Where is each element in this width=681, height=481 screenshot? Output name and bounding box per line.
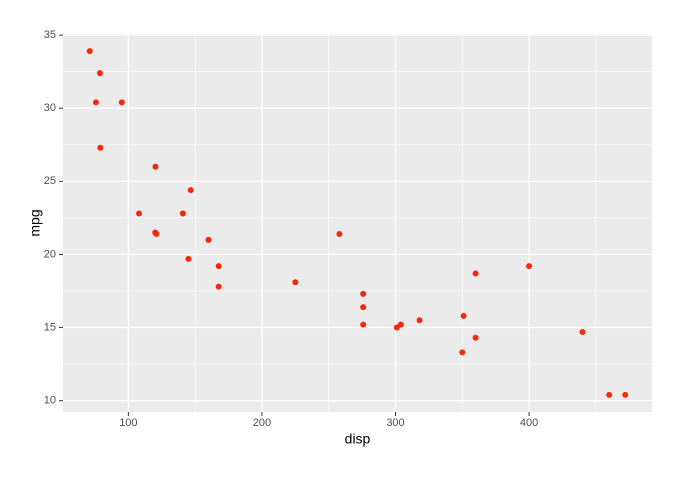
point bbox=[526, 263, 533, 270]
point bbox=[96, 70, 103, 77]
y-tick-label: 20 bbox=[44, 248, 56, 260]
point bbox=[336, 230, 343, 237]
point bbox=[185, 255, 192, 262]
point bbox=[393, 324, 400, 331]
point bbox=[472, 270, 479, 277]
y-axis-title: mpg bbox=[27, 209, 43, 236]
point bbox=[136, 210, 143, 217]
point bbox=[86, 48, 93, 55]
point bbox=[152, 163, 159, 170]
point bbox=[153, 230, 160, 237]
point bbox=[360, 304, 367, 311]
point bbox=[179, 210, 186, 217]
x-tick-label: 300 bbox=[386, 417, 404, 429]
x-tick-label: 100 bbox=[119, 417, 137, 429]
point bbox=[360, 290, 367, 297]
point bbox=[118, 99, 125, 106]
point bbox=[460, 312, 467, 319]
x-tick-label: 200 bbox=[253, 417, 271, 429]
point bbox=[205, 236, 212, 243]
point bbox=[292, 279, 299, 286]
y-tick-label: 35 bbox=[44, 29, 56, 41]
point bbox=[215, 283, 222, 290]
y-tick-label: 30 bbox=[44, 102, 56, 114]
point bbox=[579, 328, 586, 335]
x-axis-title: disp bbox=[345, 431, 371, 447]
y-tick-label: 15 bbox=[44, 321, 56, 333]
point bbox=[606, 391, 613, 398]
y-tick-label: 25 bbox=[44, 175, 56, 187]
point bbox=[472, 334, 479, 341]
point bbox=[416, 317, 423, 324]
point bbox=[215, 263, 222, 270]
point bbox=[622, 391, 629, 398]
panel-background bbox=[63, 34, 652, 412]
x-tick-label: 400 bbox=[520, 417, 538, 429]
point bbox=[360, 321, 367, 328]
point bbox=[92, 99, 99, 106]
point bbox=[187, 187, 194, 194]
point bbox=[97, 144, 104, 151]
point bbox=[459, 349, 466, 356]
y-tick-label: 10 bbox=[44, 395, 56, 407]
